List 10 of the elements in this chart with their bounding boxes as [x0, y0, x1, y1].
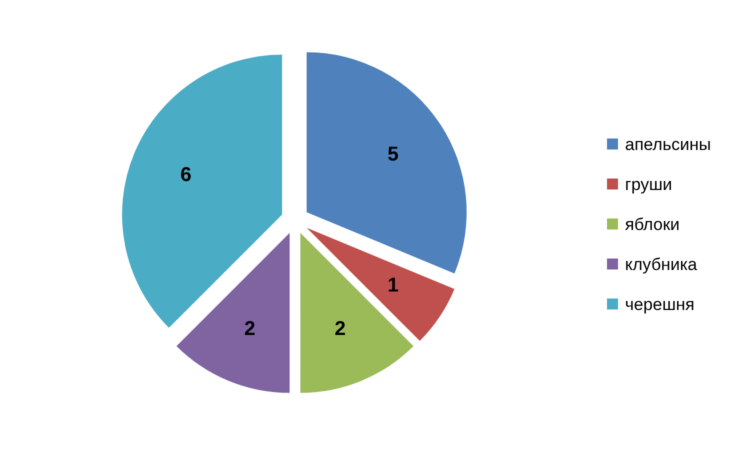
data-label: 5	[388, 143, 399, 166]
data-label: 2	[334, 318, 346, 340]
data-label: 6	[180, 164, 192, 186]
legend-label: клубника	[625, 255, 698, 274]
legend-label: яблоки	[625, 215, 680, 234]
data-label: 1	[388, 274, 399, 297]
data-label: 2	[244, 318, 256, 340]
legend-label: черешня	[625, 295, 694, 314]
legend-label: груши	[625, 175, 672, 194]
legend-label: апельсины	[625, 135, 711, 154]
